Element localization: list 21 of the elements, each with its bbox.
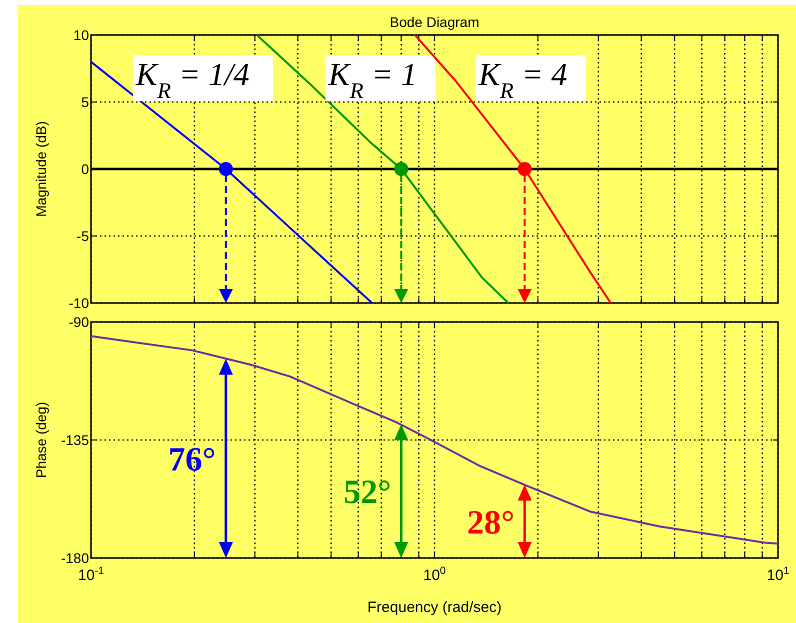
x-tick-label: 10$^{-1}$ xyxy=(78,565,104,584)
y-tick-label: -135 xyxy=(60,432,90,448)
y-axis-title: Phase (deg) xyxy=(33,402,49,478)
annotation: 28° xyxy=(467,504,515,542)
annotation: 52° xyxy=(344,474,392,512)
x-tick-label: 10$^{1}$ xyxy=(766,565,790,584)
y-tick-label: -5 xyxy=(76,228,90,244)
x-tick-label: 10$^{0}$ xyxy=(423,565,446,584)
y-tick-label: -90 xyxy=(68,314,90,330)
annotation: 76° xyxy=(168,441,216,478)
series-label: K$_{R}$ = 4 xyxy=(478,56,568,103)
series-label: K$_{R}$ = 1/4 xyxy=(134,56,250,103)
y-tick-label: 10 xyxy=(73,27,90,43)
y-tick-label: 5 xyxy=(81,94,90,110)
y-axis-title: Magnitude (dB) xyxy=(33,121,49,217)
x-axis-title: Frequency (rad/sec) xyxy=(367,599,502,616)
y-tick-label: 0 xyxy=(81,161,90,177)
y-tick-label: -180 xyxy=(60,550,90,566)
y-tick-label: -10 xyxy=(68,295,90,311)
chart-title: Bode Diagram xyxy=(390,14,480,30)
series-label: K$_{R}$ = 1 xyxy=(327,56,418,103)
